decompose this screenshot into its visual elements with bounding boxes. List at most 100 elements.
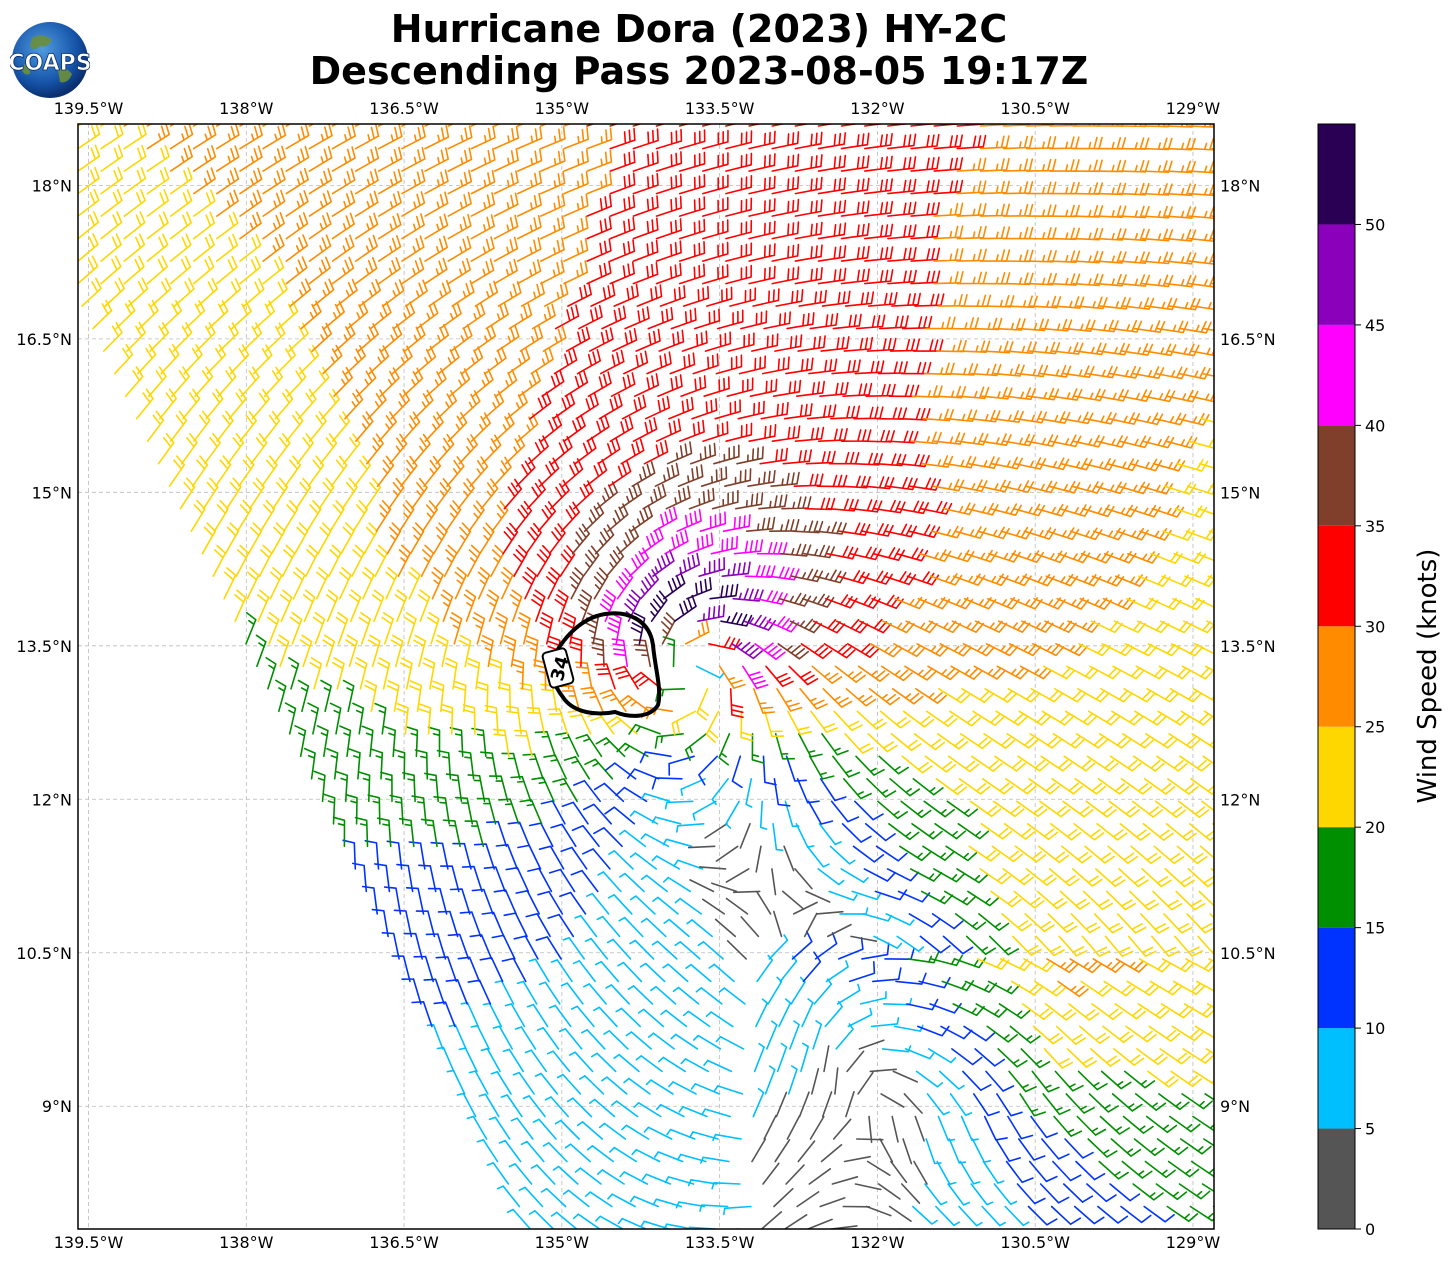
wind-barb: [704, 823, 728, 839]
wind-barb: [695, 987, 723, 1005]
wind-barb: [1117, 481, 1150, 495]
wind-barb: [1053, 688, 1087, 703]
wind-barb: [675, 552, 701, 577]
wind-barb: [123, 189, 146, 217]
wind-barb: [476, 797, 497, 825]
wind-barb: [601, 1076, 628, 1095]
wind-barb: [796, 778, 820, 804]
wind-barb: [1122, 1115, 1154, 1134]
wind-barb: [993, 1183, 1018, 1205]
wind-barb: [661, 612, 676, 645]
wind-barb: [468, 1070, 489, 1095]
wind-barb: [857, 1071, 874, 1095]
wind-barb: [498, 798, 520, 825]
wind-barb: [570, 869, 599, 893]
wind-barb: [1065, 1093, 1095, 1114]
wind-barb: [767, 566, 800, 581]
wind-barb: [512, 1071, 535, 1095]
wind-barb: [234, 589, 247, 622]
colorbar-bin: [1318, 626, 1355, 727]
wind-barb: [887, 156, 917, 172]
wind-barb: [1095, 182, 1127, 196]
wind-barb: [126, 321, 146, 352]
wind-barb: [1140, 481, 1174, 495]
wind-barb: [908, 913, 941, 928]
wind-barb: [887, 133, 917, 150]
wind-barb: [528, 435, 549, 465]
wind-barb: [771, 868, 777, 896]
wind-barb: [743, 614, 776, 631]
wind-barb: [593, 1006, 618, 1028]
wind-barb: [1048, 868, 1080, 887]
wind-barb: [471, 888, 494, 915]
wind-barb: [146, 211, 169, 240]
wind-barb: [771, 425, 801, 442]
wind-barb: [979, 203, 1010, 217]
lat-tick-label: 15°N: [1220, 483, 1260, 502]
wind-barb: [682, 1010, 711, 1028]
wind-barb: [1132, 366, 1165, 379]
wind-barb: [827, 923, 852, 938]
wind-barb: [981, 778, 1014, 795]
wind-barb: [285, 256, 308, 285]
wind-barb: [766, 616, 800, 633]
wind-barb: [650, 985, 677, 1005]
wind-barb: [586, 127, 613, 150]
wind-barb: [781, 496, 812, 510]
wind-barb: [514, 500, 533, 532]
wind-barb: [735, 492, 764, 510]
wind-barb: [795, 823, 815, 848]
wind-barb: [1067, 620, 1100, 633]
wind-barb: [313, 770, 326, 803]
wind-barb: [1118, 868, 1149, 888]
wind-barb: [698, 755, 718, 786]
wind-barb: [639, 962, 666, 983]
wind-barb: [598, 393, 623, 420]
wind-barb: [1007, 688, 1040, 703]
wind-barb: [1015, 410, 1048, 424]
wind-barb: [526, 1003, 549, 1028]
lat-tick-label: 10.5°N: [16, 944, 72, 963]
wind-barb: [1013, 457, 1047, 470]
wind-barb: [513, 729, 533, 758]
wind-barb: [1034, 550, 1068, 564]
wind-barb: [581, 1029, 606, 1050]
wind-barb: [560, 846, 588, 870]
wind-barb: [864, 155, 893, 172]
wind-barb: [239, 167, 263, 195]
wind-barb: [547, 913, 575, 938]
wind-barb: [539, 612, 554, 645]
colorbar-frame: [1317, 123, 1356, 1230]
wind-barb: [979, 249, 1011, 262]
wind-barb: [956, 180, 987, 195]
wind-barb: [1109, 755, 1142, 772]
wind-barb: [1151, 935, 1180, 957]
wind-barb: [431, 567, 444, 600]
wind-barb: [362, 567, 375, 600]
wind-barb: [799, 688, 828, 710]
wind-barb: [270, 522, 286, 555]
wind-barb: [772, 379, 802, 397]
wind-barb: [1164, 206, 1197, 219]
wind-barb: [720, 612, 753, 627]
wind-barb: [288, 657, 300, 690]
wind-barb: [272, 477, 288, 510]
wind-barb: [859, 991, 887, 1005]
wind-barb: [169, 124, 194, 150]
wind-barb: [422, 657, 436, 690]
wind-barb: [393, 909, 413, 938]
wind-barb: [571, 825, 600, 848]
wind-barb: [591, 636, 605, 668]
wind-barb: [527, 867, 553, 893]
wind-barb: [965, 935, 997, 955]
wind-barb: [1188, 124, 1214, 128]
wind-barb: [805, 890, 831, 903]
wind-barb: [398, 817, 415, 848]
wind-barb: [1063, 755, 1096, 772]
wind-barb: [609, 124, 619, 127]
wind-barb: [637, 1008, 665, 1028]
wind-barb: [1196, 980, 1214, 992]
wind-barb: [803, 912, 818, 938]
wind-barb: [201, 522, 216, 555]
